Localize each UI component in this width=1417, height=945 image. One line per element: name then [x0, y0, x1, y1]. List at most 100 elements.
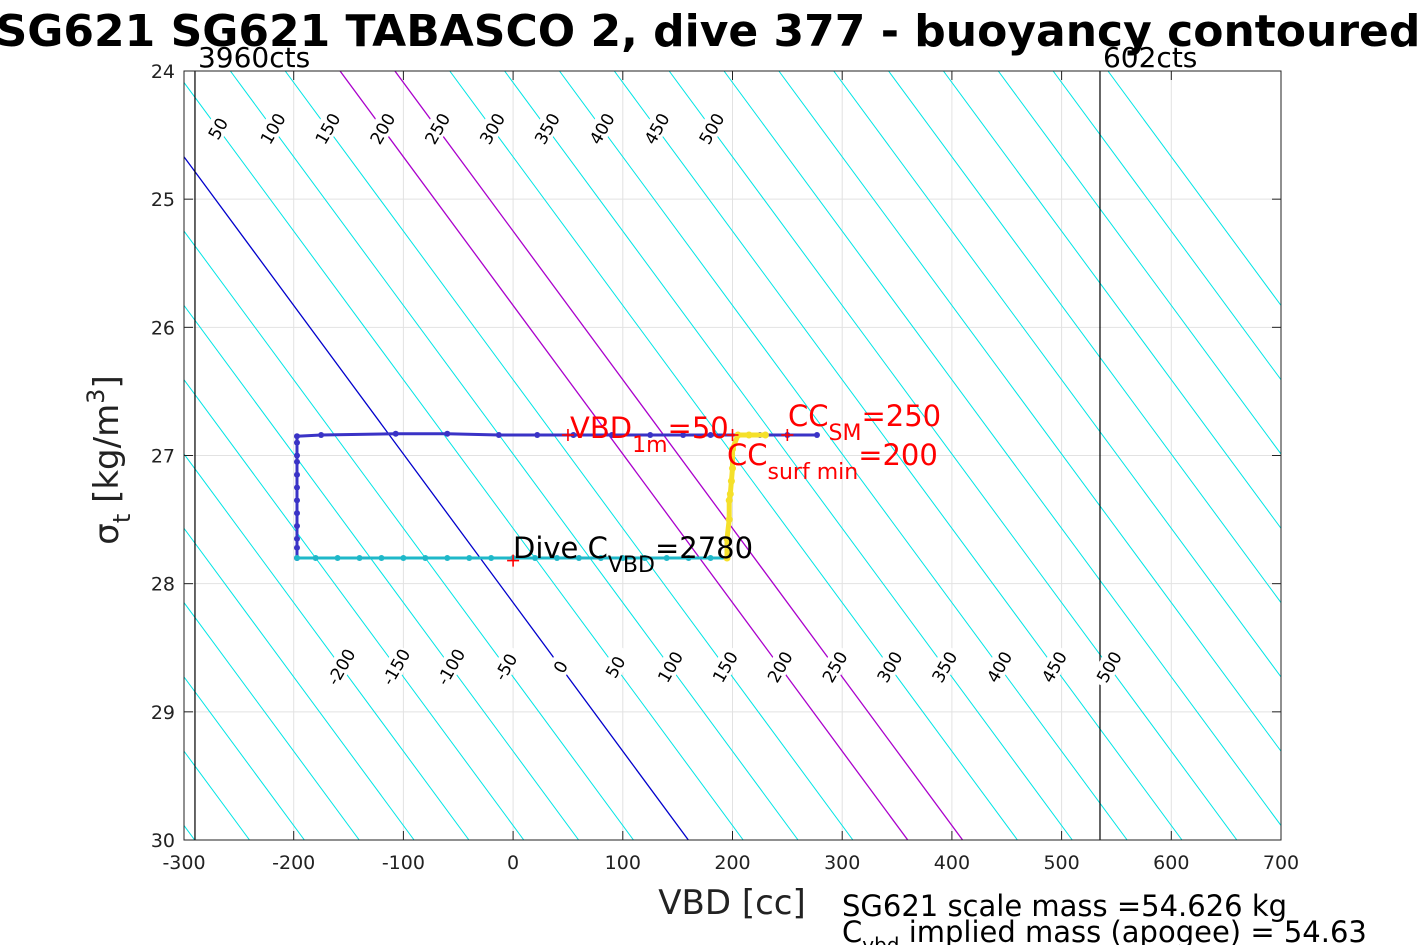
series-point-climb: [293, 544, 300, 551]
contour-lines: [0, 71, 1281, 840]
contour-label-bottom: 350: [925, 644, 963, 689]
x-tick-label: 600: [1153, 852, 1189, 874]
markers: [507, 428, 794, 567]
series-point-climb: [495, 431, 502, 438]
series-point-climb: [293, 497, 300, 504]
contour-line: [668, 71, 1238, 840]
contour-label-bottom: 450: [1034, 644, 1073, 689]
y-tick-label: 29: [151, 702, 175, 724]
contour-label-top-bg: [198, 105, 236, 151]
series-point-dive: [466, 555, 473, 562]
annotation-vbd-1m: VBD1m=50: [570, 411, 729, 458]
y-label-part: σ: [87, 523, 127, 545]
contour-line: [229, 71, 799, 840]
contour-label-bottom-bg: [979, 644, 1018, 689]
series-point-climb: [647, 431, 654, 438]
contour-label-top-bg: [582, 105, 620, 151]
footer-scale-mass: SG621 scale mass =54.626 kg: [842, 889, 1287, 923]
y-label-part: ]: [87, 375, 127, 388]
contour-label-top: 250: [417, 105, 456, 151]
contour-line: [723, 71, 1281, 827]
contour-line: [1107, 71, 1281, 307]
contour-label-bottom: 50: [595, 644, 634, 689]
contour-label-bottom: 150: [705, 644, 743, 689]
series-point-climb: [392, 430, 399, 437]
contour-label-top: 200: [363, 105, 401, 151]
series-point-dive: [378, 555, 385, 562]
contour-label-bottom-bg: [815, 644, 853, 689]
x-tick-label: 500: [1043, 852, 1079, 874]
series-point-climb: [293, 471, 300, 478]
contour-line: [184, 230, 634, 840]
x-axis-ticks: -300 -200 -100 0 100 200 300 400 500 600 700: [162, 71, 1299, 874]
series-point-apogee: [729, 464, 736, 472]
contour-line: [184, 676, 305, 840]
contour-line: [613, 71, 1183, 840]
contour-label-top-bg: [472, 105, 511, 151]
series-point-climb: [534, 431, 541, 438]
series-point-dive: [356, 555, 363, 562]
contour-label-bottom: 500: [1089, 644, 1127, 689]
contour-line: [559, 71, 1128, 840]
series-point-apogee: [745, 431, 753, 439]
series-point-climb: [680, 431, 687, 438]
contour-label-bottom: -200: [321, 644, 360, 689]
y-label-part: [kg/m: [87, 404, 127, 514]
contour-label-bottom: 0: [541, 644, 579, 689]
annotation-dive-c-vbd: Dive CVBD=2780: [513, 531, 753, 578]
series-point-dive: [334, 555, 341, 562]
series-point-climb: [293, 484, 300, 491]
series-point-dive: [663, 555, 670, 562]
series-point-dive: [553, 555, 560, 562]
contour-label-top: 350: [527, 105, 565, 151]
contour-line: [184, 155, 689, 840]
contour-line: [184, 81, 744, 840]
counts-label: 602cts: [1103, 41, 1197, 74]
contour-label-bottom-bg: [1034, 644, 1073, 689]
series-point-climb: [318, 431, 325, 438]
contour-label-top-bg: [363, 105, 401, 151]
contour-line: [0, 71, 30, 840]
contour-label-top: 300: [472, 105, 511, 151]
contour-line: [0, 71, 85, 840]
contour-label-top-bg: [417, 105, 456, 151]
series-point-climb: [293, 439, 300, 446]
series-point-apogee: [725, 496, 733, 504]
data-series: [293, 430, 820, 562]
contour-label-bottom-bg: [431, 644, 469, 689]
y-axis-label: σt [kg/m3]: [82, 375, 136, 544]
contour-line: [778, 71, 1281, 753]
y-tick-label: 30: [151, 830, 175, 852]
series-point-apogee: [761, 431, 769, 439]
x-tick-label: 300: [824, 852, 860, 874]
marker: [726, 428, 739, 441]
y-tick-label: 24: [151, 61, 175, 83]
series-point-climb: [813, 431, 820, 438]
footer-implied-mass: Cvbd implied mass (apogee) = 54.63: [842, 915, 1367, 945]
contour-label-bottom-bg: [486, 644, 524, 689]
x-tick-label: 200: [714, 852, 750, 874]
contour-line: [184, 378, 525, 840]
chart-title: SG621 SG621 TABASCO 2, dive 377 - buoyan…: [0, 6, 1417, 57]
contour-label-bottom-bg: [870, 644, 908, 689]
series-point-dive: [619, 555, 626, 562]
contour-line: [888, 71, 1281, 604]
contour-label-bottom-bg: [650, 644, 689, 689]
contour-label-top-bg: [308, 105, 346, 151]
contour-label-top-bg: [692, 105, 730, 151]
annotation-cc-surf-min: CCsurf min=200: [727, 438, 938, 485]
contour-label-top-bg: [637, 105, 675, 151]
marker: [561, 428, 574, 441]
contour-label-bottom-bg: [376, 644, 414, 689]
series-point-dive: [685, 555, 692, 562]
contour-label-bottom: -100: [431, 644, 470, 689]
contour-label-bottom-bg: [541, 644, 579, 689]
contour-label-bottom: -150: [376, 644, 415, 689]
series-point-dive: [444, 555, 451, 562]
contour-label-top: 500: [692, 105, 730, 151]
series-point-apogee: [729, 445, 736, 453]
contour-label-bottom: 100: [650, 644, 689, 689]
